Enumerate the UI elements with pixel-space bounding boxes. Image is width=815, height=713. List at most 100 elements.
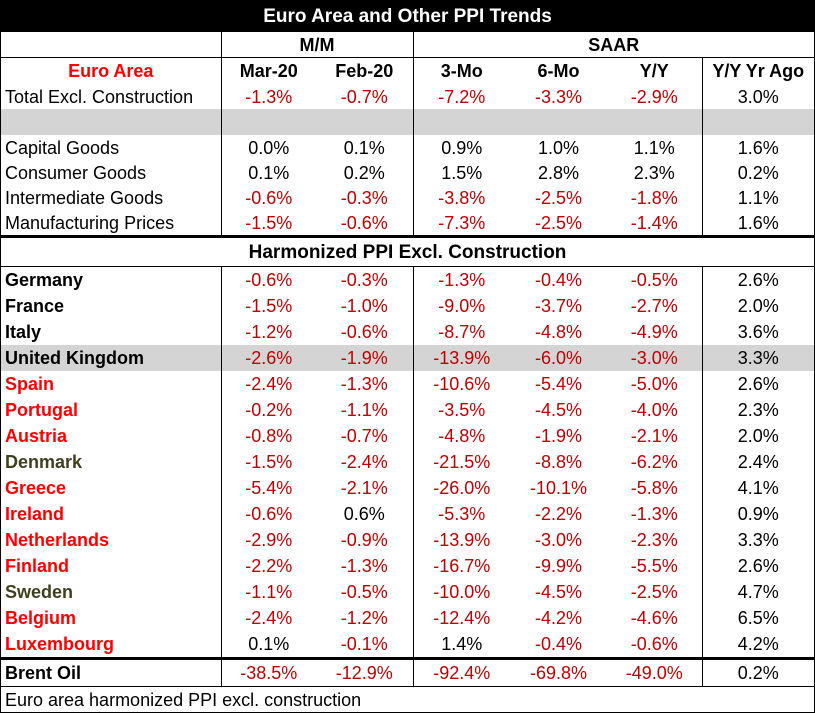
row-value: 2.0% bbox=[701, 423, 815, 449]
row-value: -5.8% bbox=[630, 478, 678, 498]
row-value: -1.5% bbox=[220, 449, 316, 475]
row-label: Greece bbox=[5, 478, 67, 498]
row-value: 3.0% bbox=[701, 84, 815, 109]
header-col: 6-Mo bbox=[537, 61, 580, 81]
row-value: -5.5% bbox=[630, 556, 678, 576]
row-label: Netherlands bbox=[5, 530, 110, 550]
row-label: Brent Oil bbox=[1, 657, 221, 687]
row-value: -2.1% bbox=[340, 478, 388, 498]
row-value: -2.5% bbox=[534, 212, 583, 233]
row-value: -2.5% bbox=[630, 582, 678, 602]
row-label: Manufacturing Prices bbox=[5, 212, 175, 233]
row-value: -12.9% bbox=[316, 657, 413, 687]
row-value: -1.5% bbox=[220, 210, 316, 237]
row-value: -0.5% bbox=[630, 270, 678, 290]
row-value: -1.4% bbox=[630, 212, 678, 233]
row-value: -69.8% bbox=[510, 657, 607, 687]
row-value: -8.7% bbox=[412, 319, 510, 345]
country-row: Luxembourg 0.1% -0.1% 1.4% -0.4% -0.6% 4.2% bbox=[1, 631, 815, 659]
row-value: 0.9% bbox=[412, 135, 510, 160]
row-value: -5.3% bbox=[412, 501, 510, 527]
row-value: -1.5% bbox=[220, 293, 316, 319]
spacer-cell bbox=[510, 109, 607, 135]
row-value: 3.3% bbox=[701, 345, 815, 371]
section-title: Harmonized PPI Excl. Construction bbox=[1, 235, 815, 267]
header-col: 3-Mo bbox=[412, 57, 510, 84]
group-header-row: M/M SAAR bbox=[1, 32, 815, 58]
row-label: Germany bbox=[5, 270, 84, 290]
row-label: Belgium bbox=[5, 608, 77, 628]
row-value: -8.8% bbox=[534, 452, 583, 472]
row-value: -10.6% bbox=[412, 371, 510, 397]
row-label: Sweden bbox=[5, 582, 74, 602]
country-row: Sweden -1.1% -0.5% -10.0% -4.5% -2.5% 4.7% bbox=[1, 579, 815, 605]
spacer-cell bbox=[1, 109, 221, 135]
row-value: -1.3% bbox=[412, 266, 510, 293]
row-value: 1.1% bbox=[701, 185, 815, 210]
row-value: -10.0% bbox=[412, 579, 510, 605]
row-value: -0.6% bbox=[340, 212, 388, 233]
header-region: Euro Area bbox=[68, 61, 154, 81]
row-value: 1.5% bbox=[412, 160, 510, 185]
row-value: -7.3% bbox=[412, 210, 510, 237]
row-value: -2.5% bbox=[534, 187, 583, 208]
row-value: -10.1% bbox=[529, 478, 588, 498]
row-value: -1.2% bbox=[340, 608, 388, 628]
euro-row: Intermediate Goods -0.6% -0.3% -3.8% -2.5% -1… bbox=[1, 185, 815, 210]
row-value: 6.5% bbox=[701, 605, 815, 631]
row-value: -3.3% bbox=[534, 86, 583, 107]
row-value: 1.6% bbox=[701, 210, 815, 237]
row-value: -4.2% bbox=[534, 608, 583, 628]
row-value: 4.1% bbox=[701, 475, 815, 501]
row-value: -1.2% bbox=[220, 319, 316, 345]
row-value: -3.0% bbox=[534, 530, 583, 550]
row-value: 2.6% bbox=[701, 371, 815, 397]
row-value: -5.0% bbox=[630, 374, 678, 394]
row-value: -2.9% bbox=[630, 86, 678, 107]
row-value: 0.2% bbox=[701, 657, 815, 687]
row-value: -1.3% bbox=[340, 374, 388, 394]
row-label: Austria bbox=[5, 426, 68, 446]
row-value: -4.5% bbox=[534, 582, 583, 602]
row-value: 0.1% bbox=[220, 160, 316, 185]
row-value: -3.0% bbox=[607, 345, 702, 371]
row-value: -1.1% bbox=[220, 579, 316, 605]
row-value: -5.4% bbox=[220, 475, 316, 501]
row-value: 2.3% bbox=[701, 397, 815, 423]
euro-row: Capital Goods 0.0% 0.1% 0.9% 1.0% 1.1% 1.6% bbox=[1, 135, 815, 160]
country-row: Austria -0.8% -0.7% -4.8% -1.9% -2.1% 2.0% bbox=[1, 423, 815, 449]
row-value: 0.0% bbox=[220, 135, 316, 160]
title-row: Euro Area and Other PPI Trends bbox=[1, 1, 815, 32]
row-value: -49.0% bbox=[607, 657, 702, 687]
row-value: 2.6% bbox=[701, 266, 815, 293]
row-value: -92.4% bbox=[412, 657, 510, 687]
row-value: -0.6% bbox=[220, 501, 316, 527]
country-row: Greece -5.4% -2.1% -26.0% -10.1% -5.8% 4.1% bbox=[1, 475, 815, 501]
row-value: -26.0% bbox=[412, 475, 510, 501]
row-value: -9.9% bbox=[534, 556, 583, 576]
country-row: United Kingdom -2.6% -1.9% -13.9% -6.0% -3.0%… bbox=[1, 345, 815, 371]
spacer-cell bbox=[607, 109, 702, 135]
euro-row: Total Excl. Construction -1.3% -0.7% -7.2% -… bbox=[1, 84, 815, 109]
row-value: -4.6% bbox=[630, 608, 678, 628]
row-label: Italy bbox=[5, 322, 42, 342]
country-row: Belgium -2.4% -1.2% -12.4% -4.2% -4.6% 6.5% bbox=[1, 605, 815, 631]
row-value: -4.0% bbox=[630, 400, 678, 420]
row-value: 0.2% bbox=[343, 162, 385, 183]
row-value: 1.4% bbox=[412, 631, 510, 659]
country-row: Netherlands -2.9% -0.9% -13.9% -3.0% -2.3% 3.3… bbox=[1, 527, 815, 553]
row-value: 1.6% bbox=[701, 135, 815, 160]
row-label: Finland bbox=[5, 556, 69, 576]
section-title-row: Harmonized PPI Excl. Construction bbox=[1, 235, 815, 267]
row-value: 3.3% bbox=[701, 527, 815, 553]
row-value: -0.7% bbox=[340, 86, 388, 107]
row-label: Luxembourg bbox=[5, 634, 115, 654]
row-value: -2.4% bbox=[340, 452, 388, 472]
row-label: Denmark bbox=[5, 452, 83, 472]
row-value: -6.2% bbox=[630, 452, 678, 472]
row-label: France bbox=[5, 296, 65, 316]
row-value: -4.9% bbox=[630, 322, 678, 342]
row-value: -1.8% bbox=[630, 187, 678, 208]
country-row: Denmark -1.5% -2.4% -21.5% -8.8% -6.2% 2.4% bbox=[1, 449, 815, 475]
